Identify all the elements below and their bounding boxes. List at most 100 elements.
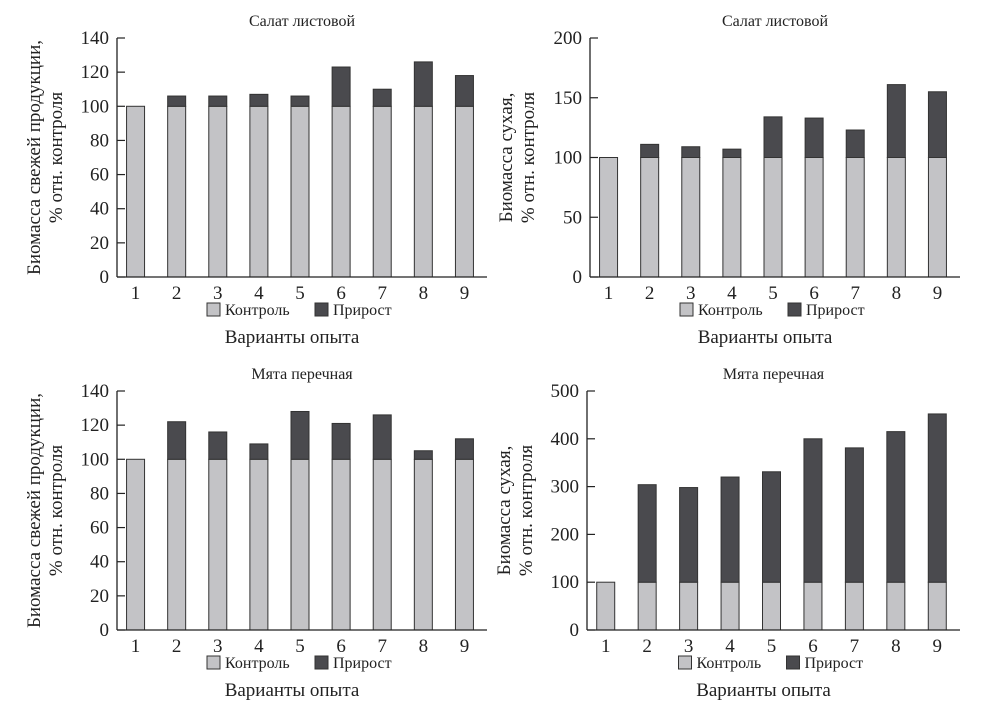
y-axis-label: Биомасса свежей продукции, xyxy=(24,393,45,628)
bar-growth xyxy=(372,88,392,107)
legend-swatch-growth xyxy=(786,655,800,670)
bar-growth xyxy=(249,443,269,460)
chart-panel-4: Мята перечная 1 2 3 4 5 6 7 8 9 0 100 200 300 400 500 Би… xyxy=(494,366,960,701)
x-tick-label: 2 xyxy=(172,636,182,657)
bar-control xyxy=(886,581,906,631)
bar-growth xyxy=(845,129,865,158)
y-tick-label: 20 xyxy=(90,586,109,607)
bar-control xyxy=(249,105,269,278)
y-tick-label: 80 xyxy=(90,130,109,151)
y-tick-label: 140 xyxy=(81,28,110,49)
y-axis-label: % отн. контроля xyxy=(516,445,537,576)
y-tick-label: 40 xyxy=(90,199,109,220)
x-tick-label: 1 xyxy=(131,283,141,304)
x-tick-label: 8 xyxy=(419,283,429,304)
bar-growth xyxy=(331,66,351,107)
legend-label-growth: Прирост xyxy=(333,302,392,319)
x-tick-label: 4 xyxy=(254,636,264,657)
legend-swatch-control xyxy=(206,655,221,670)
bar-growth xyxy=(208,95,228,107)
bar-control xyxy=(167,458,187,631)
y-tick-label: 0 xyxy=(100,267,110,288)
chart-panel-1: Салат листовой 1 2 3 4 5 6 7 8 9 0 20 40 60 80 100 120 14… xyxy=(24,13,487,348)
bar-control xyxy=(681,157,701,278)
bar-growth xyxy=(763,116,783,159)
bar-growth xyxy=(804,117,824,159)
y-tick-label: 60 xyxy=(90,165,109,186)
bar-control xyxy=(640,157,660,278)
y-tick-label: 400 xyxy=(551,429,580,450)
bar-growth xyxy=(454,438,474,460)
bar-growth xyxy=(886,431,906,583)
x-tick-label: 8 xyxy=(419,636,429,657)
bar-control xyxy=(804,157,824,278)
chart-title: Салат листовой xyxy=(249,13,355,30)
y-tick-label: 150 xyxy=(554,88,583,109)
x-tick-label: 5 xyxy=(767,636,777,657)
y-tick-label: 500 xyxy=(551,381,580,402)
bar-control xyxy=(722,157,742,278)
chart-panel-2: Салат листовой 1 2 3 4 5 6 7 8 9 0 50 100 150 200 Биома… xyxy=(496,13,960,348)
bar-control xyxy=(637,581,657,631)
x-tick-label: 9 xyxy=(460,636,470,657)
y-tick-label: 0 xyxy=(570,620,580,641)
y-tick-label: 200 xyxy=(554,28,583,49)
bar-control xyxy=(331,458,351,631)
bar-growth xyxy=(720,476,740,583)
bar-control xyxy=(290,105,310,278)
bar-growth xyxy=(640,143,660,158)
bar-growth xyxy=(844,447,864,583)
bar-growth xyxy=(413,61,433,107)
legend-swatch-growth xyxy=(787,302,802,317)
bar-control xyxy=(596,581,616,631)
bar-control xyxy=(927,157,947,278)
bar-growth xyxy=(167,421,187,460)
x-tick-label: 9 xyxy=(933,636,943,657)
x-tick-label: 8 xyxy=(892,283,902,304)
bar-control xyxy=(249,458,269,631)
bar-growth xyxy=(208,431,228,460)
bar-growth xyxy=(290,410,310,460)
y-tick-label: 100 xyxy=(554,148,583,169)
y-tick-label: 40 xyxy=(90,552,109,573)
y-tick-label: 100 xyxy=(81,449,110,470)
x-tick-label: 6 xyxy=(808,636,818,657)
bar-control xyxy=(844,581,864,631)
x-tick-label: 2 xyxy=(645,283,655,304)
x-tick-label: 5 xyxy=(295,636,305,657)
bar-control xyxy=(208,458,228,631)
bar-growth xyxy=(722,148,742,158)
bar-control xyxy=(290,458,310,631)
y-tick-label: 100 xyxy=(81,96,110,117)
x-axis-label: Варианты опыта xyxy=(225,680,360,701)
x-tick-label: 9 xyxy=(933,283,943,304)
legend-swatch-control xyxy=(678,655,692,670)
bar-growth xyxy=(413,450,433,460)
bar-growth xyxy=(290,95,310,107)
legend-label-control: Контроль xyxy=(225,655,290,672)
legend-label-growth: Прирост xyxy=(806,302,865,319)
bar-growth xyxy=(927,91,947,158)
x-tick-label: 8 xyxy=(891,636,901,657)
chart-title: Мята перечная xyxy=(723,366,825,383)
y-tick-label: 120 xyxy=(81,62,110,83)
bar-control xyxy=(886,157,906,278)
chart-title: Мята перечная xyxy=(251,366,353,383)
y-tick-label: 120 xyxy=(81,415,110,436)
x-tick-label: 6 xyxy=(809,283,819,304)
x-axis-label: Варианты опыта xyxy=(698,327,833,348)
x-tick-label: 6 xyxy=(336,283,346,304)
legend-swatch-growth xyxy=(314,655,329,670)
bar-control xyxy=(454,458,474,631)
bar-control xyxy=(372,105,392,278)
x-tick-label: 9 xyxy=(460,283,470,304)
bar-growth xyxy=(681,146,701,158)
y-tick-label: 100 xyxy=(551,572,580,593)
bar-growth xyxy=(927,413,947,583)
y-tick-label: 200 xyxy=(551,524,580,545)
bar-control xyxy=(845,157,865,278)
bar-control xyxy=(126,105,146,278)
x-tick-label: 4 xyxy=(254,283,264,304)
bar-growth xyxy=(249,93,269,107)
y-axis-label: % отн. контроля xyxy=(46,445,67,576)
